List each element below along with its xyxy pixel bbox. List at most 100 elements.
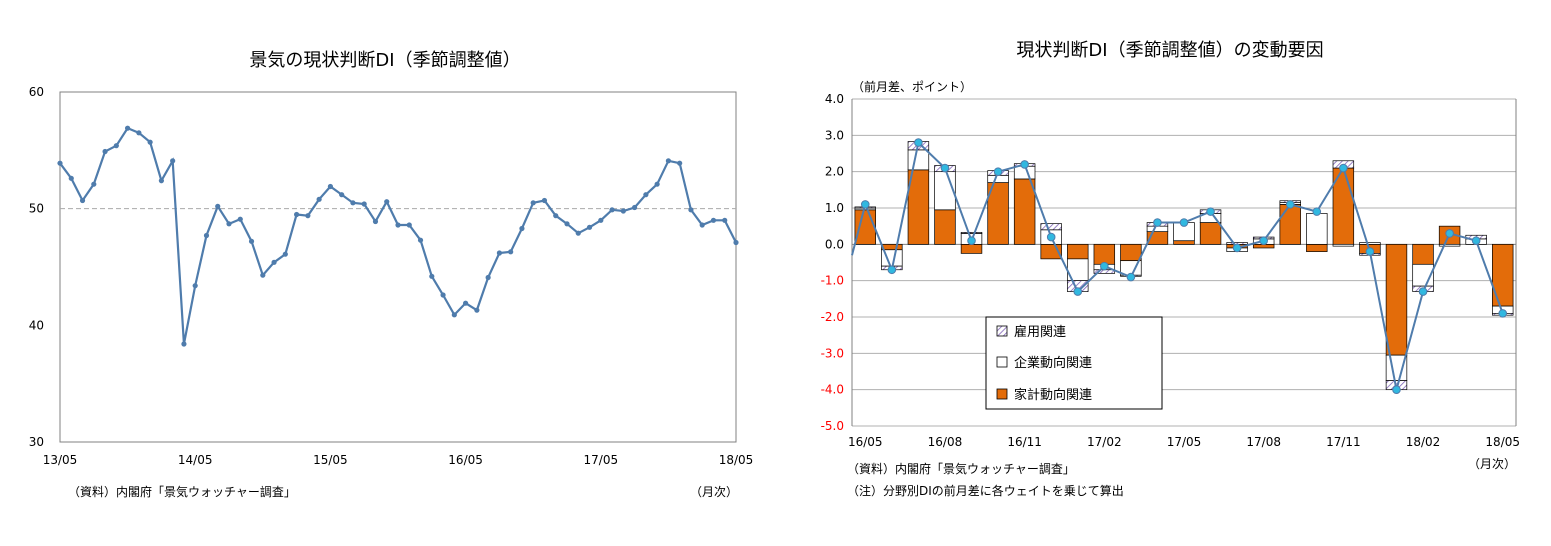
bar-corporate (1359, 242, 1381, 245)
left-data-point (553, 213, 559, 219)
right-x-tick-label: 17/11 (1326, 435, 1361, 449)
right-x-tick-label: 16/11 (1007, 435, 1042, 449)
left-data-point (372, 218, 379, 225)
left-data-point (327, 183, 333, 190)
left-data-point (677, 160, 683, 166)
right-y-tick-label: 0.0 (825, 237, 844, 251)
left-data-point (699, 222, 705, 228)
right-unit-note: （月次） (1468, 457, 1516, 471)
left-data-point (361, 201, 367, 207)
bar-corporate (1306, 213, 1328, 245)
total-change-point (1206, 207, 1215, 216)
left-x-tick-label: 18/05 (719, 453, 754, 467)
bar-household (854, 209, 876, 245)
left-data-point (282, 251, 288, 257)
bar-corporate (1146, 225, 1169, 232)
business-conditions-di-chart: 景気の現状判断DI（季節調整値） 30 40 50 60 13/05 14/05 15/05… (29, 50, 754, 499)
total-change-point (1498, 309, 1508, 318)
right-source-note: （資料）内閣府「景気ウォッチャー調査」 (847, 461, 1075, 476)
left-data-point (463, 300, 469, 306)
bar-household (960, 243, 983, 254)
right-y-tick-label: -1.0 (821, 274, 844, 288)
left-unit-note: （月次） (690, 485, 738, 499)
left-data-point (496, 250, 502, 256)
total-change-point (1285, 200, 1295, 209)
total-change-point (1126, 272, 1136, 282)
total-change-point (1232, 243, 1242, 253)
left-data-point (102, 148, 108, 155)
left-data-point (575, 230, 581, 236)
left-x-tick-label: 14/05 (178, 453, 213, 467)
left-series-line (59, 126, 737, 345)
di-change-factors-chart: 現状判断DI（季節調整値）の変動要因 （前月差、ポイント） 4.0 3.0 2.0 1… (821, 40, 1520, 498)
right-y-tick-label: -5.0 (821, 419, 844, 433)
bar-corporate (1385, 354, 1408, 381)
left-data-point (654, 181, 660, 187)
total-change-point (1418, 287, 1428, 296)
total-change-point (1100, 261, 1109, 271)
legend-label-household: 家計動向関連 (1014, 387, 1092, 403)
total-change-point (967, 236, 976, 245)
bar-household (1492, 243, 1514, 307)
legend-swatch-household (996, 388, 1008, 400)
left-data-point (91, 181, 97, 187)
total-change-point (1046, 232, 1056, 242)
bar-household (1412, 243, 1434, 265)
left-data-point (541, 197, 548, 204)
total-change-point (1153, 218, 1162, 227)
left-data-point (260, 272, 266, 278)
left-data-point (688, 207, 694, 213)
legend-box (985, 316, 1163, 410)
left-data-point (598, 217, 604, 223)
bar-corporate (1332, 243, 1355, 247)
left-data-point (79, 197, 86, 204)
total-change-point (1339, 163, 1348, 173)
total-change-point (1312, 207, 1322, 216)
left-data-point (586, 224, 593, 230)
left-data-point (485, 274, 491, 281)
right-unit-label: （前月差、ポイント） (852, 79, 972, 94)
bar-household (1279, 204, 1301, 245)
left-data-point (632, 204, 638, 211)
right-y-tick-label: 4.0 (825, 92, 844, 106)
bar-corporate (987, 174, 1009, 183)
left-data-point (519, 225, 525, 232)
total-change-point (1020, 160, 1029, 169)
bar-household (1199, 222, 1222, 245)
left-data-point (271, 259, 277, 265)
left-data-point (384, 199, 390, 205)
left-data-point (474, 307, 480, 313)
left-y-tick-label: 50 (29, 202, 44, 216)
legend-swatch-employment (996, 325, 1008, 337)
right-x-tick-label: 17/05 (1167, 435, 1202, 449)
left-x-tick-label: 16/05 (448, 453, 483, 467)
left-data-point (68, 175, 74, 181)
left-data-point (429, 273, 435, 279)
total-change-line (851, 140, 1504, 390)
right-x-tick-label: 18/05 (1485, 435, 1520, 449)
legend-swatch-corporate (996, 356, 1008, 368)
left-data-point (564, 221, 570, 227)
left-data-point (192, 283, 198, 289)
left-data-point (237, 216, 243, 222)
right-y-tick-label: -2.0 (821, 310, 844, 324)
left-data-point (136, 130, 142, 136)
total-change-point (860, 200, 870, 209)
left-data-point (451, 312, 457, 318)
right-y-tick-label: 2.0 (825, 165, 844, 179)
total-change-point (887, 265, 897, 275)
bar-household (1173, 240, 1195, 245)
left-y-tick-label: 30 (29, 435, 44, 449)
left-data-point (722, 217, 728, 223)
total-change-point (993, 167, 1003, 176)
legend: 雇用関連 企業動向関連 家計動向関連 (985, 316, 1163, 410)
right-y-tick-label: 3.0 (825, 128, 844, 142)
left-data-point (406, 222, 412, 228)
bar-employment (960, 231, 983, 234)
left-x-tick-label: 17/05 (584, 453, 619, 467)
right-x-tick-label: 17/08 (1246, 435, 1281, 449)
left-data-point (294, 211, 300, 218)
bar-corporate (907, 149, 930, 171)
right-footnote: （注）分野別DIの前月差に各ウェイトを乗じて算出 (847, 483, 1124, 498)
left-data-point (395, 222, 401, 228)
